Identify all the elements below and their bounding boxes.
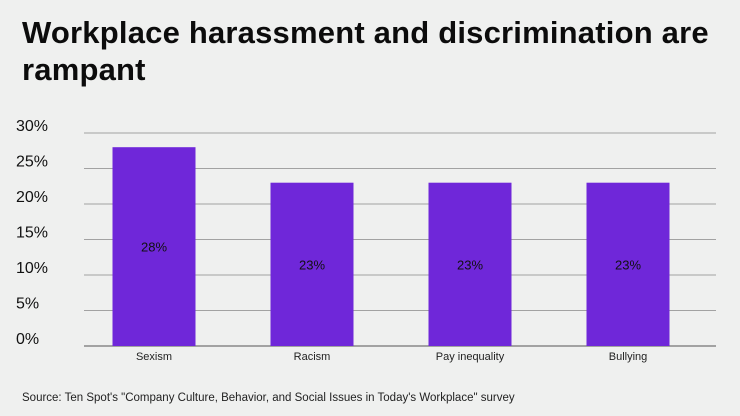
x-tick-label: Sexism (136, 351, 172, 363)
data-label: 23% (457, 257, 483, 272)
x-tick-label: Racism (294, 351, 331, 363)
data-label: 23% (615, 257, 641, 272)
bar (586, 182, 670, 346)
source-note: Source: Ten Spot's "Company Culture, Beh… (22, 392, 515, 404)
x-tick-label: Pay inequality (436, 351, 505, 363)
chart-title: Workplace harassment and discrimination … (22, 15, 709, 87)
bar (270, 182, 354, 346)
bar (112, 147, 196, 346)
bar (428, 182, 512, 346)
data-label: 23% (299, 257, 325, 272)
y-tick-label: 30% (16, 118, 48, 135)
x-tick-label: Bullying (609, 351, 648, 363)
y-tick-label: 10% (16, 260, 48, 277)
y-tick-label: 15% (16, 225, 48, 242)
data-label: 28% (141, 240, 167, 255)
y-tick-label: 25% (16, 154, 48, 171)
y-tick-label: 5% (16, 296, 39, 313)
y-tick-label: 20% (16, 189, 48, 206)
y-tick-label: 0% (16, 331, 39, 348)
